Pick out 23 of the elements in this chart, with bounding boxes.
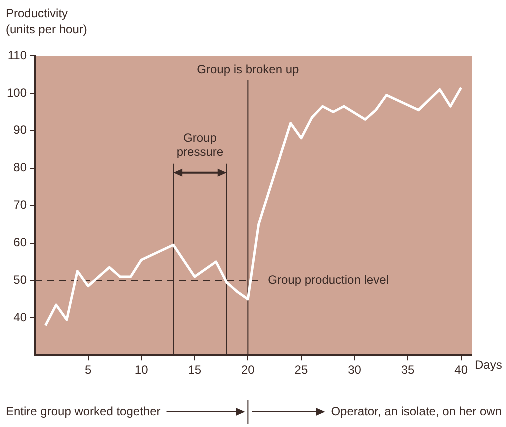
x-tick-label: 35 [401, 363, 416, 378]
x-tick-label: 10 [134, 363, 149, 378]
annotation: Group pressure [176, 131, 224, 160]
y-tick-label: 50 [14, 273, 28, 288]
y-tick-label: 40 [14, 310, 28, 324]
ref-line-label: Group production level [268, 273, 389, 288]
y-tick-label: 110 [8, 48, 28, 62]
y-tick-label: 70 [14, 198, 28, 212]
y-tick-label: 90 [14, 123, 28, 138]
ref-line-label: Group is broken up [197, 62, 300, 76]
x-tick-label: 20 [242, 363, 256, 378]
y-tick-label: 60 [14, 236, 28, 250]
x-axis-title: Days [475, 358, 502, 372]
y-tick-label: 100 [6, 86, 28, 100]
y-axis-title: Productivity (units per hour) [6, 6, 88, 36]
x-tick-label: 15 [188, 363, 202, 378]
x-tick-label: 40 [454, 363, 468, 378]
y-tick-label: 80 [14, 160, 28, 175]
text: Entire group worked together [6, 404, 161, 418]
x-tick-label: 25 [294, 363, 308, 378]
x-tick-label: 30 [348, 363, 362, 378]
text: Operator, an isolate, on her own [331, 404, 502, 418]
x-tick-label: 5 [84, 363, 92, 378]
